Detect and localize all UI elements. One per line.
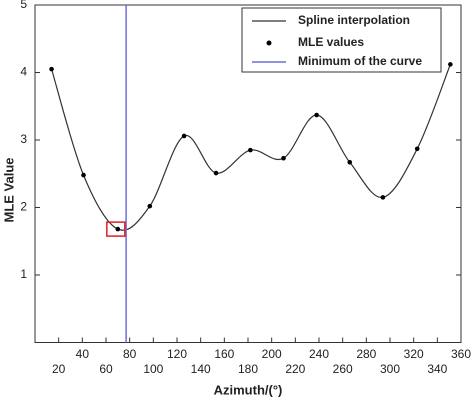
y-tick-label: 5	[20, 0, 27, 11]
legend-label: Minimum of the curve	[298, 54, 422, 68]
x-tick-label: 300	[380, 362, 400, 376]
x-tick-label: 160	[214, 347, 234, 361]
legend-label: MLE values	[298, 35, 364, 49]
mle-point	[81, 172, 86, 178]
x-tick-label: 320	[404, 347, 424, 361]
legend-label: Spline interpolation	[298, 13, 410, 27]
mle-point	[213, 170, 219, 176]
x-tick-label: 240	[309, 347, 329, 361]
mle-point	[147, 203, 153, 209]
x-tick-label: 60	[99, 362, 113, 376]
x-tick-label: 360	[451, 347, 471, 361]
y-tick-label: 1	[20, 267, 27, 281]
mle-point	[248, 147, 253, 153]
y-tick-label: 3	[20, 132, 27, 146]
mle-point	[414, 146, 420, 152]
mle-point	[314, 112, 319, 118]
x-tick-label: 40	[76, 347, 90, 361]
mle-point	[380, 195, 386, 200]
x-tick-label: 220	[285, 362, 305, 376]
y-tick-label: 4	[20, 65, 27, 79]
y-tick-label: 2	[20, 200, 27, 214]
y-axis-label: MLE Value	[1, 157, 16, 222]
legend-swatch	[266, 40, 272, 46]
x-tick-label: 200	[262, 347, 282, 361]
x-tick-label: 80	[123, 347, 137, 361]
mle-point	[448, 62, 453, 67]
x-tick-label: 260	[333, 362, 353, 376]
x-tick-label: 120	[167, 347, 187, 361]
mle-point	[49, 66, 54, 72]
spline-line	[50, 64, 451, 231]
x-axis-label: Azimuth/(°)	[214, 382, 283, 397]
highlight-box	[106, 221, 126, 237]
x-tick-label: 340	[427, 362, 447, 376]
mle-point	[347, 159, 353, 165]
x-tick-label: 180	[238, 362, 258, 376]
x-tick-label: 280	[356, 347, 376, 361]
x-tick-label: 20	[52, 362, 66, 376]
mle-point	[115, 226, 121, 232]
mle-point	[281, 155, 286, 161]
x-tick-label: 100	[143, 362, 163, 376]
x-tick-label: 140	[191, 362, 211, 376]
mle-point	[181, 133, 187, 139]
